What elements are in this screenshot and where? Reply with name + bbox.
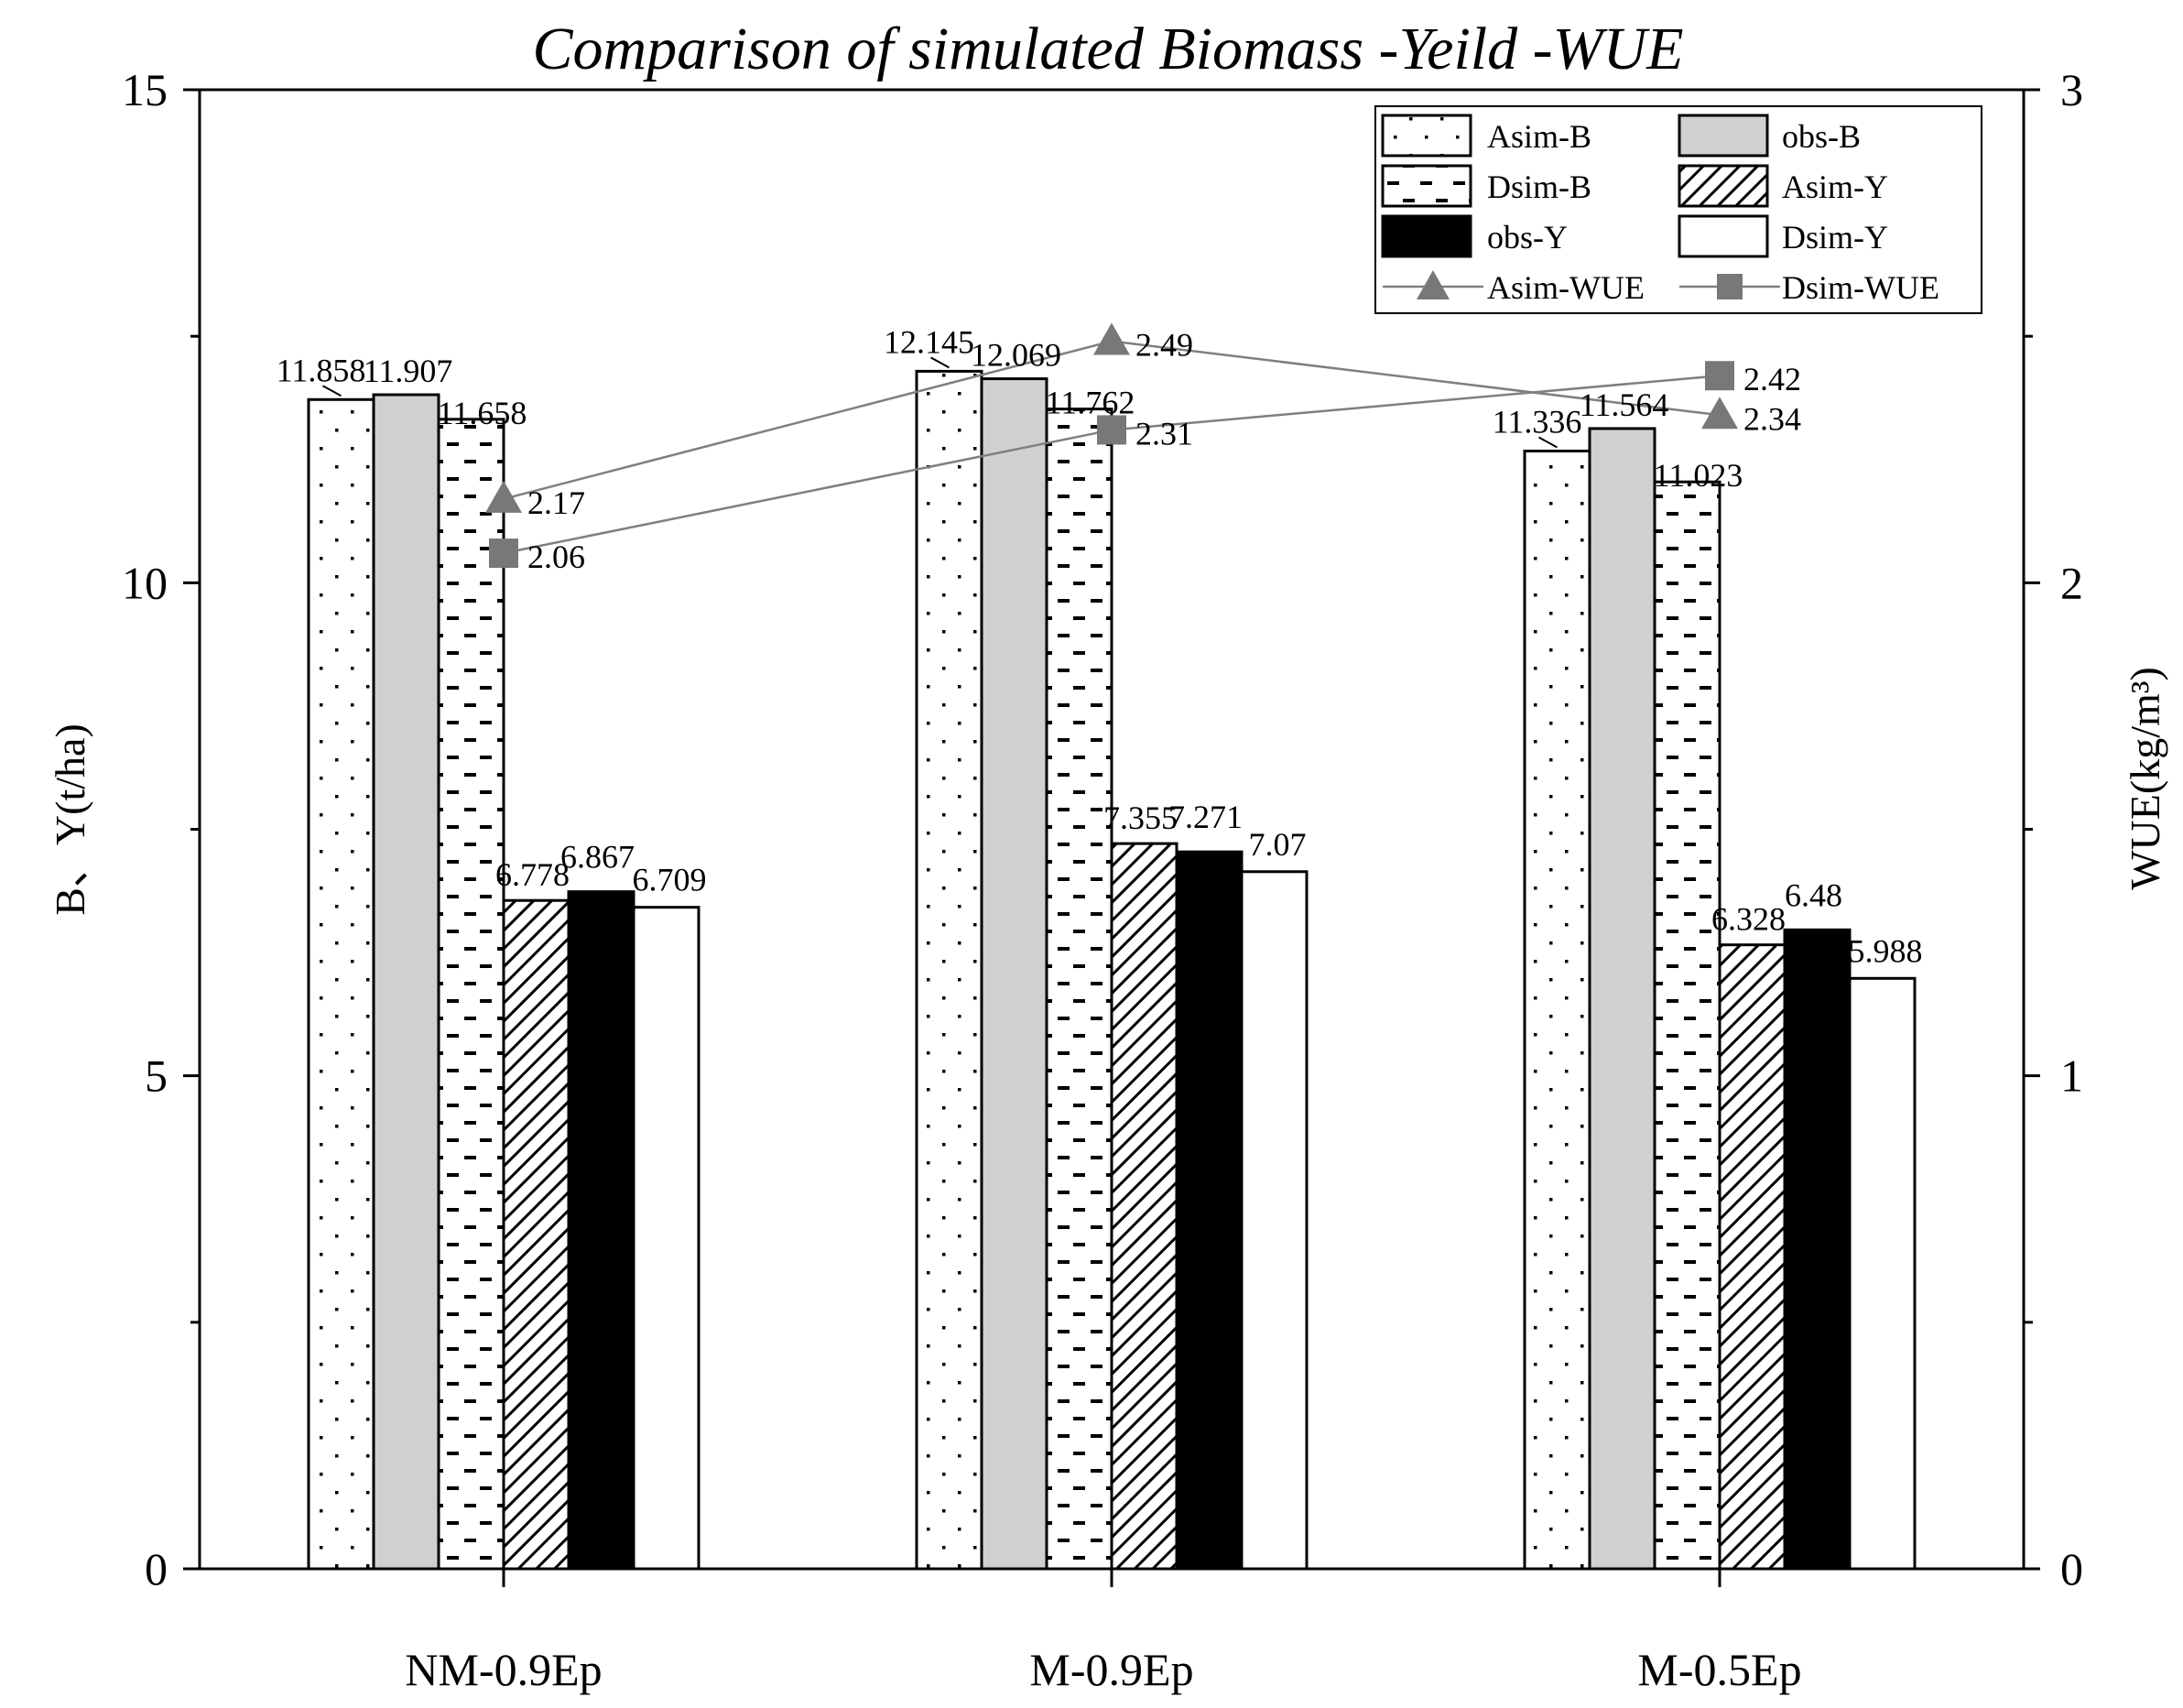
x-tick-label: M-0.9Ep	[1029, 1644, 1193, 1695]
legend-marker-triangle	[1417, 270, 1450, 299]
marker-square	[489, 539, 518, 569]
wue-lines-group	[485, 322, 1738, 569]
y2-tick-label: 3	[2060, 64, 2083, 115]
legend-label: obs-Y	[1487, 219, 1568, 256]
bar-asim-b	[307, 397, 375, 1571]
bar-obs-b	[980, 377, 1048, 1571]
bar-value-label: 7.271	[1168, 799, 1243, 835]
bar-value-label: 11.907	[364, 353, 453, 389]
y2-axis-label: WUE(kg/m³)	[2122, 667, 2168, 890]
y-tick-label: 5	[145, 1050, 168, 1102]
bar-dsim-y	[1240, 870, 1309, 1571]
bar-dsim-y	[632, 906, 701, 1571]
bar-value-label: 12.145	[884, 323, 974, 360]
wue-value-label: 2.06	[527, 539, 585, 575]
y2-tick-label: 0	[2060, 1543, 2083, 1594]
legend-swatch-dsim-b	[1381, 164, 1472, 208]
bar-dsim-b	[437, 418, 505, 1571]
bar-asim-y	[1718, 943, 1787, 1571]
legend-swatch-obs-b	[1678, 114, 1769, 158]
axes-group: 0 5 10 15 0 1 2 3 NM-0.9Ep M-0.9Ep M-0.5Ep	[122, 64, 2083, 1695]
label-leader-line	[930, 356, 950, 369]
bar-value-label: 6.778	[495, 856, 570, 893]
bar-dsim-b	[1045, 408, 1113, 1571]
y-tick-label: 10	[122, 557, 168, 608]
wue-value-label: 2.31	[1135, 415, 1193, 451]
legend-label: obs-B	[1782, 118, 1861, 155]
legend-swatch-dsim-y	[1678, 214, 1769, 258]
y-tick-label: 0	[145, 1543, 168, 1594]
data-labels-group: 11.858 12.145 11.336 11.907 12.069 11.564 11.6…	[277, 323, 1923, 969]
y-tick-label: 15	[122, 64, 168, 115]
x-tick-label: NM-0.9Ep	[405, 1644, 602, 1695]
bar-value-label: 6.709	[633, 862, 707, 898]
bar-value-label: 7.355	[1103, 800, 1178, 836]
legend-label: Asim-B	[1487, 118, 1591, 155]
legend-swatch-obs-y	[1381, 214, 1472, 258]
legend-label: Asim-WUE	[1487, 269, 1645, 306]
legend-label: Dsim-B	[1487, 169, 1591, 205]
bar-value-label: 11.564	[1580, 386, 1669, 423]
legend-label: Dsim-Y	[1782, 219, 1888, 256]
chart-title: Comparison of simulated Biomass -Yeild -…	[532, 16, 1683, 82]
bar-value-label: 11.023	[1654, 457, 1743, 494]
marker-triangle	[1701, 397, 1738, 430]
bar-asim-y	[1110, 842, 1178, 1571]
bar-asim-y	[502, 898, 570, 1571]
bar-value-label: 6.867	[560, 839, 635, 876]
legend-swatch-asim-y	[1678, 164, 1769, 208]
bar-obs-b	[1588, 427, 1656, 1571]
bar-value-label: 6.48	[1785, 876, 1842, 913]
bar-obs-y	[567, 890, 635, 1571]
bar-obs-b	[372, 393, 440, 1571]
label-leader-line	[322, 385, 342, 397]
bar-value-label: 12.069	[971, 337, 1061, 374]
wue-value-label: 2.34	[1743, 400, 1801, 437]
bar-value-label: 11.658	[438, 395, 527, 431]
marker-square	[1705, 361, 1734, 391]
label-leader-line	[1538, 436, 1558, 449]
marker-triangle	[1093, 322, 1130, 355]
bar-obs-y	[1175, 850, 1244, 1571]
bar-value-label: 5.988	[1849, 932, 1923, 969]
wue-value-label: 2.42	[1743, 361, 1801, 397]
bar-value-label: 6.328	[1711, 901, 1786, 938]
bar-dsim-b	[1653, 480, 1721, 1571]
legend-swatch-asim-b	[1381, 114, 1472, 158]
legend-label: Dsim-WUE	[1782, 269, 1939, 306]
bar-asim-b	[915, 369, 983, 1571]
legend: Asim-B obs-B Dsim-B Asim-Y obs-Y Dsim-Y Asim-W…	[1374, 105, 1982, 314]
bar-value-label: 7.07	[1249, 826, 1307, 863]
y-axis-label: B、Y(t/ha)	[47, 723, 93, 916]
bar-obs-y	[1783, 928, 1852, 1571]
bar-value-label: 11.762	[1046, 385, 1135, 421]
legend-marker-square	[1717, 274, 1743, 299]
bar-value-label: 11.858	[277, 352, 366, 388]
marker-square	[1097, 415, 1126, 445]
marker-triangle	[485, 480, 522, 513]
x-tick-label: M-0.5Ep	[1637, 1644, 1801, 1695]
bar-asim-b	[1523, 449, 1591, 1571]
y2-tick-label: 2	[2060, 557, 2083, 608]
wue-value-label: 2.17	[527, 484, 585, 521]
bars-group	[307, 369, 1917, 1571]
bar-value-label: 11.336	[1493, 403, 1582, 440]
y2-tick-label: 1	[2060, 1050, 2083, 1102]
wue-value-label: 2.49	[1135, 327, 1193, 364]
legend-label: Asim-Y	[1782, 169, 1888, 205]
bar-dsim-y	[1848, 976, 1917, 1571]
